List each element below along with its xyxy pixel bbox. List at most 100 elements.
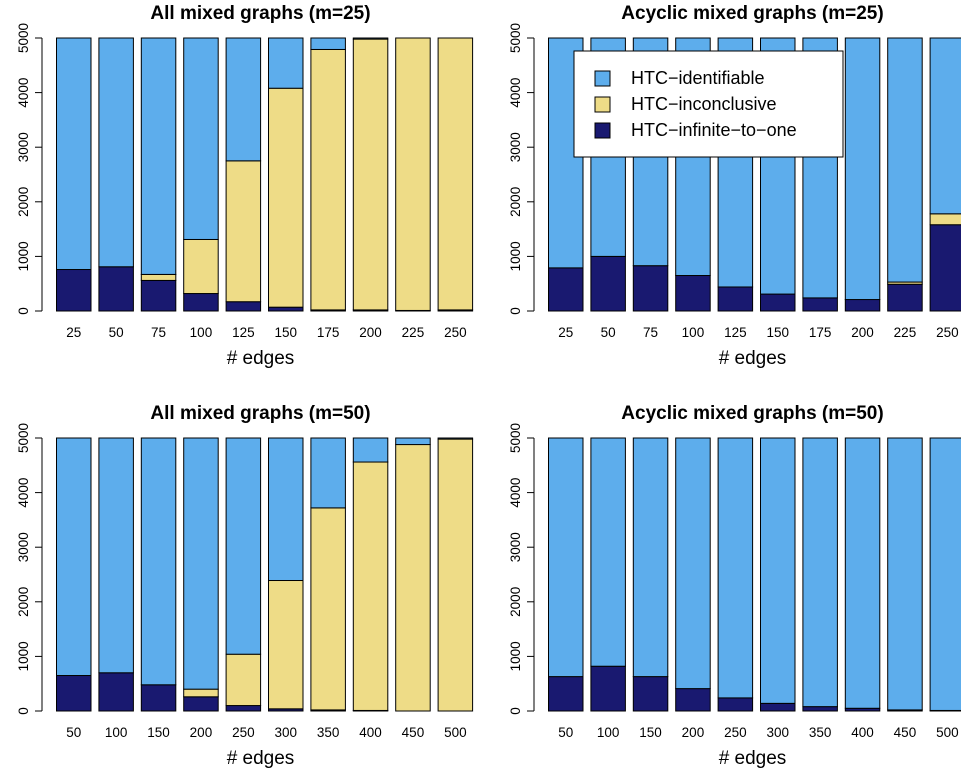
bar-segment-identifiable bbox=[760, 437, 796, 704]
bar-segment-inconclusive bbox=[183, 688, 219, 698]
x-axis-label: # edges bbox=[227, 748, 295, 769]
x-tick-label: 175 bbox=[317, 325, 340, 340]
x-tick-label: 400 bbox=[851, 725, 874, 740]
bar-segment-identifiable bbox=[395, 437, 431, 446]
x-tick-label: 350 bbox=[317, 725, 340, 740]
x-tick-label: 50 bbox=[558, 725, 573, 740]
bar-segment-infinite bbox=[268, 306, 304, 312]
x-tick-label: 175 bbox=[809, 325, 832, 340]
bar-segment-identifiable bbox=[183, 437, 219, 690]
y-tick-label: 3000 bbox=[16, 532, 31, 562]
x-tick-label: 50 bbox=[66, 725, 81, 740]
x-tick-label: 225 bbox=[894, 325, 917, 340]
y-tick-label: 1000 bbox=[508, 641, 523, 671]
bar-segment-infinite bbox=[183, 696, 219, 712]
bar-segment-infinite bbox=[844, 299, 881, 312]
bar-segment-inconclusive bbox=[268, 580, 304, 710]
bar-segment-identifiable bbox=[56, 37, 92, 271]
x-tick-label: 125 bbox=[724, 325, 747, 340]
bar-segment-identifiable bbox=[437, 437, 474, 440]
chart-panel-3: All mixed graphs (m=50) 0 1000 2000 3000 4000… bbox=[16, 403, 474, 769]
bar-segment-identifiable bbox=[675, 437, 711, 690]
bar-segment-identifiable bbox=[717, 437, 754, 699]
y-tick-label: 4000 bbox=[16, 478, 31, 508]
x-tick-label: 50 bbox=[109, 325, 124, 340]
bar-segment-identifiable bbox=[310, 437, 346, 509]
bar-segment-identifiable bbox=[310, 37, 346, 50]
x-tick-label: 250 bbox=[936, 325, 959, 340]
chart-title: Acyclic mixed graphs (m=25) bbox=[621, 3, 883, 24]
bar-segment-inconclusive bbox=[395, 444, 431, 712]
x-tick-label: 100 bbox=[190, 325, 213, 340]
chart-panel-1: All mixed graphs (m=25) 0 1000 2000 3000 4000… bbox=[16, 3, 474, 369]
bar-segment-identifiable bbox=[844, 37, 881, 301]
x-tick-label: 300 bbox=[274, 725, 297, 740]
x-tick-label: 100 bbox=[597, 725, 620, 740]
bar-segment-infinite bbox=[140, 684, 177, 712]
y-tick-label: 5000 bbox=[508, 423, 523, 453]
bar-segment-infinite bbox=[183, 293, 219, 312]
y-tick-label: 2000 bbox=[508, 587, 523, 617]
bar-segment-identifiable bbox=[56, 437, 92, 677]
x-tick-label: 200 bbox=[851, 325, 874, 340]
bar-segment-identifiable bbox=[140, 437, 177, 686]
bar-segment-infinite bbox=[675, 275, 711, 312]
x-tick-label: 500 bbox=[444, 725, 467, 740]
bar-segment-inconclusive bbox=[395, 37, 431, 311]
bar-segment-infinite bbox=[225, 705, 262, 712]
bar-segment-inconclusive bbox=[929, 213, 961, 226]
x-tick-label: 75 bbox=[643, 325, 658, 340]
y-tick-label: 0 bbox=[16, 707, 31, 715]
bar-segment-infinite bbox=[802, 706, 838, 712]
y-tick-label: 2000 bbox=[16, 187, 31, 217]
bar-segment-infinite bbox=[760, 293, 796, 312]
x-tick-label: 25 bbox=[66, 325, 81, 340]
bar-segment-identifiable bbox=[844, 437, 881, 709]
bar-segment-identifiable bbox=[929, 437, 961, 711]
x-tick-label: 450 bbox=[894, 725, 917, 740]
x-tick-label: 350 bbox=[809, 725, 832, 740]
y-tick-label: 0 bbox=[16, 307, 31, 315]
bar-segment-identifiable bbox=[268, 437, 304, 582]
bar-segment-infinite bbox=[548, 676, 584, 712]
legend-swatch-identifiable bbox=[594, 70, 611, 87]
x-tick-label: 150 bbox=[274, 325, 297, 340]
legend-swatch-infinite bbox=[594, 122, 611, 139]
bar-segment-identifiable bbox=[548, 437, 584, 678]
chart-title: All mixed graphs (m=50) bbox=[150, 403, 370, 424]
y-tick-label: 0 bbox=[508, 307, 523, 315]
x-tick-label: 250 bbox=[444, 325, 467, 340]
bar-segment-identifiable bbox=[98, 37, 134, 268]
x-axis-label: # edges bbox=[227, 348, 295, 369]
legend-label: HTC−identifiable bbox=[631, 68, 765, 88]
bar-segment-identifiable bbox=[887, 37, 923, 283]
x-tick-label: 50 bbox=[601, 325, 616, 340]
bar-segment-infinite bbox=[98, 266, 134, 312]
x-tick-label: 125 bbox=[232, 325, 255, 340]
bar-segment-infinite bbox=[140, 279, 177, 312]
bar-segment-infinite bbox=[802, 297, 838, 312]
bar-segment-identifiable bbox=[98, 437, 134, 674]
bar-segment-identifiable bbox=[590, 437, 626, 667]
bar-segment-infinite bbox=[717, 697, 754, 712]
x-tick-label: 225 bbox=[402, 325, 425, 340]
x-axis-label: # edges bbox=[719, 348, 787, 369]
x-tick-label: 250 bbox=[724, 725, 747, 740]
bar-segment-infinite bbox=[632, 265, 669, 312]
bar-segment-inconclusive bbox=[310, 507, 346, 711]
bar-segment-inconclusive bbox=[352, 461, 389, 711]
legend: HTC−identifiable HTC−inconclusive HTC−infi… bbox=[573, 50, 844, 158]
bar-segment-inconclusive bbox=[183, 238, 219, 295]
legend-label: HTC−inconclusive bbox=[631, 94, 777, 114]
bar-segment-inconclusive bbox=[437, 438, 474, 712]
y-tick-label: 1000 bbox=[16, 241, 31, 271]
y-tick-label: 4000 bbox=[508, 478, 523, 508]
bar-segment-infinite bbox=[929, 224, 961, 312]
legend-label: HTC−infinite−to−one bbox=[631, 120, 797, 140]
x-tick-label: 200 bbox=[682, 725, 705, 740]
y-tick-label: 1000 bbox=[508, 241, 523, 271]
legend-swatch-inconclusive bbox=[594, 96, 611, 113]
bar-segment-infinite bbox=[56, 675, 92, 712]
